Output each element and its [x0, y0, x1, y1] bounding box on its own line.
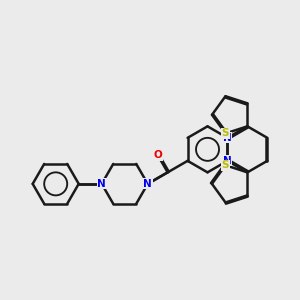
- Text: O: O: [154, 150, 162, 161]
- Text: N: N: [97, 179, 106, 189]
- Text: S: S: [222, 160, 229, 170]
- Text: S: S: [222, 128, 229, 138]
- Text: N: N: [223, 156, 232, 166]
- Text: N: N: [223, 133, 232, 143]
- Text: N: N: [143, 179, 152, 189]
